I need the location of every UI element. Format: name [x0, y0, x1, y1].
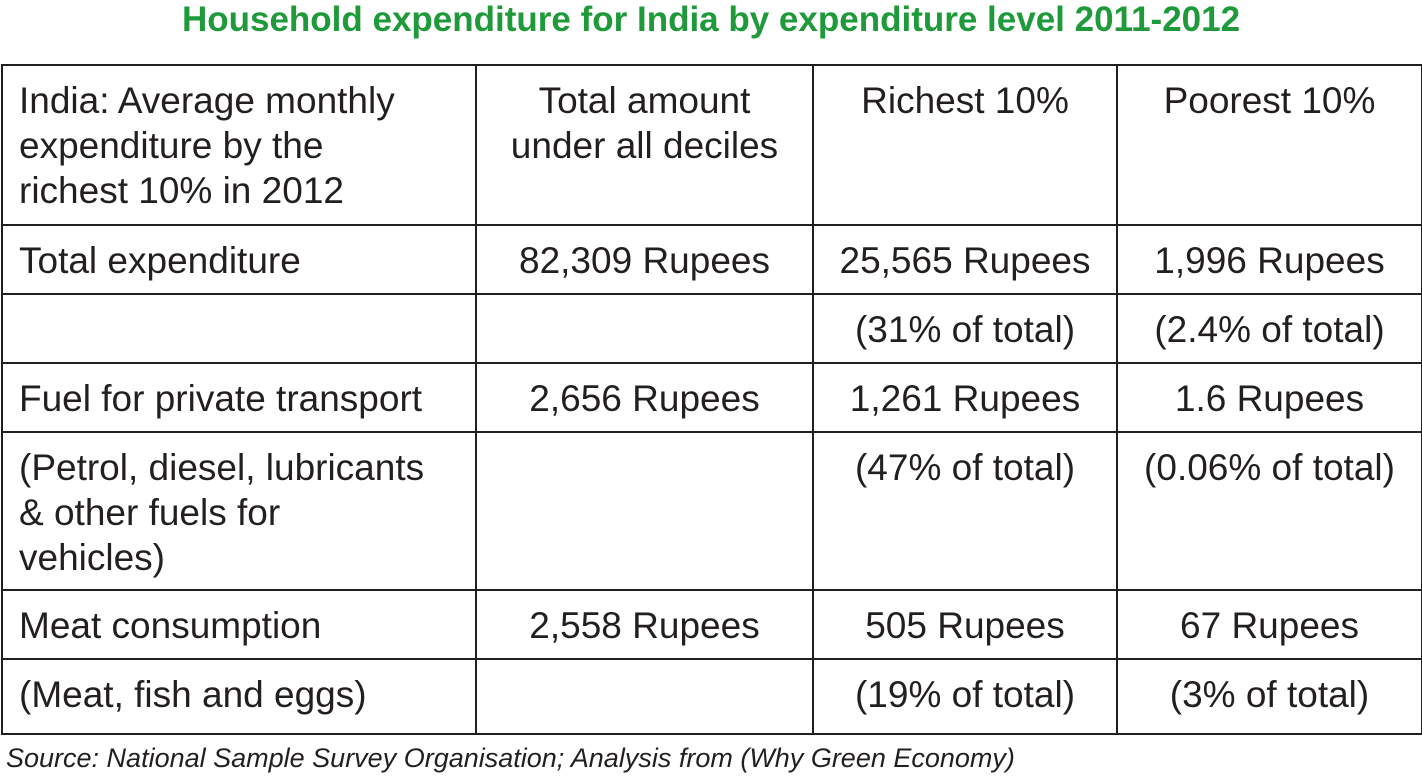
header-label: Total amount under all deciles [510, 80, 779, 166]
table-cell [475, 658, 814, 735]
table-cell: 2,558 Rupees [475, 589, 814, 660]
table-cell: 1,261 Rupees [812, 362, 1118, 433]
header-label: India: Average monthly expenditure by th… [19, 80, 395, 211]
table-cell: (2.4% of total) [1116, 293, 1422, 364]
table-cell: (19% of total) [812, 658, 1118, 735]
table-cell: Meat consumption [1, 589, 477, 660]
table-cell [1, 293, 477, 364]
table-header-row: India: Average monthly expenditure by th… [1, 64, 1422, 226]
cell-text: (Petrol, diesel, lubricants & other fuel… [19, 447, 425, 578]
table-cell: (3% of total) [1116, 658, 1422, 735]
table-cell [475, 293, 814, 364]
table-cell: 1,996 Rupees [1116, 224, 1422, 295]
table-cell: (47% of total) [812, 431, 1118, 591]
table-cell: (31% of total) [812, 293, 1118, 364]
header-cell-poorest: Poorest 10% [1116, 64, 1422, 226]
header-label: Richest 10% [861, 80, 1069, 121]
table-row: (31% of total) (2.4% of total) [1, 293, 1422, 364]
table-cell: 25,565 Rupees [812, 224, 1118, 295]
table-row: Total expenditure 82,309 Rupees 25,565 R… [1, 224, 1422, 295]
page-title: Household expenditure for India by expen… [181, 0, 1241, 39]
header-cell-total: Total amount under all deciles [475, 64, 814, 226]
table-cell: 82,309 Rupees [475, 224, 814, 295]
header-cell-richest: Richest 10% [812, 64, 1118, 226]
table-cell: (Petrol, diesel, lubricants & other fuel… [1, 431, 477, 591]
table-row: Fuel for private transport 2,656 Rupees … [1, 362, 1422, 433]
expenditure-table: India: Average monthly expenditure by th… [1, 64, 1422, 735]
table-cell: 67 Rupees [1116, 589, 1422, 660]
table-cell: 1.6 Rupees [1116, 362, 1422, 433]
table-cell: 2,656 Rupees [475, 362, 814, 433]
table-cell: 505 Rupees [812, 589, 1118, 660]
table-row: (Petrol, diesel, lubricants & other fuel… [1, 431, 1422, 591]
header-label: Poorest 10% [1163, 80, 1376, 121]
table-cell: (0.06% of total) [1116, 431, 1422, 591]
table-cell: (Meat, fish and eggs) [1, 658, 477, 735]
header-cell-category: India: Average monthly expenditure by th… [1, 64, 477, 226]
table-cell: Total expenditure [1, 224, 477, 295]
source-note: Source: National Sample Survey Organisat… [6, 743, 1015, 773]
table-cell [475, 431, 814, 591]
table-row: Meat consumption 2,558 Rupees 505 Rupees… [1, 589, 1422, 660]
table-row: (Meat, fish and eggs) (19% of total) (3%… [1, 658, 1422, 735]
table-cell: Fuel for private transport [1, 362, 477, 433]
